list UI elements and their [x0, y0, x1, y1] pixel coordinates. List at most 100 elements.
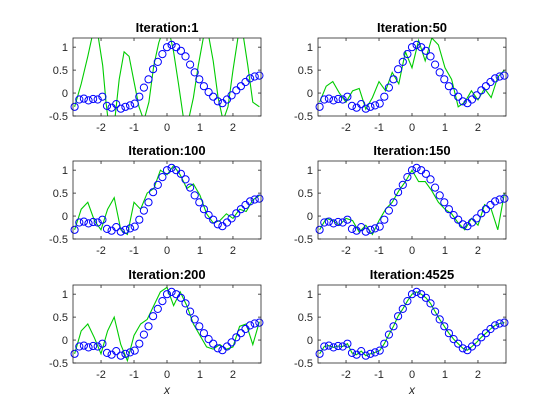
y-tick-label: -0.5 [294, 111, 313, 123]
data-point [70, 102, 79, 111]
subplot-2: Iteration:50 -2 -1 0 1 2 -0.5 0 0.5 1 [294, 20, 509, 134]
data-point [371, 348, 380, 357]
data-point [153, 180, 162, 189]
data-point [440, 198, 449, 207]
y-tick-label: 0 [62, 335, 68, 347]
data-point [130, 99, 139, 108]
data-point [246, 321, 255, 330]
data-point [75, 218, 84, 227]
y-tick-label: -0.5 [49, 358, 68, 370]
data-point [89, 217, 98, 227]
data-point [389, 322, 398, 331]
x-tick-label: 0 [164, 369, 170, 381]
data-point [153, 57, 162, 67]
data-point [431, 60, 440, 69]
x-tick-label: -1 [129, 245, 139, 257]
data-point [338, 342, 347, 351]
data-point [495, 319, 504, 328]
x-tick-label: 1 [442, 369, 448, 381]
data-point [449, 335, 458, 344]
data-point [209, 339, 218, 348]
data-point [431, 183, 440, 192]
data-point [232, 86, 241, 95]
data-point [158, 297, 167, 306]
data-point [398, 304, 407, 313]
data-point [454, 215, 463, 224]
data-point [481, 82, 490, 91]
data-point [334, 217, 343, 227]
data-point [394, 65, 403, 74]
x-tick-label: 1 [442, 122, 448, 134]
data-point [343, 215, 352, 224]
data-point [153, 304, 162, 313]
data-point [116, 351, 125, 360]
data-point [329, 219, 338, 228]
data-point [116, 104, 125, 113]
data-point [98, 92, 107, 101]
data-point [366, 102, 375, 111]
data-point [495, 72, 504, 81]
data-point [454, 92, 463, 101]
data-point [222, 218, 232, 227]
data-point [435, 191, 444, 200]
data-point [347, 348, 357, 357]
data-point [495, 195, 504, 204]
data-point [139, 206, 148, 215]
panel-title: Iteration:50 [377, 20, 447, 35]
subplot-4: Iteration:150 -2 -1 0 1 2 -0.5 0 0.5 1 [294, 143, 509, 257]
data-point [491, 197, 500, 206]
data-point [75, 342, 84, 351]
x-axis-label: x [408, 383, 416, 397]
data-point [412, 287, 421, 296]
y-tick-label: 0 [307, 88, 313, 100]
panel-title: Iteration:150 [373, 143, 450, 158]
data-point [93, 342, 102, 351]
data-point [195, 75, 204, 84]
data-point [454, 339, 463, 348]
y-tick-label: 0.5 [298, 312, 313, 324]
data-point [102, 224, 112, 233]
y-tick-label: -0.5 [49, 234, 68, 246]
data-point [121, 225, 130, 234]
y-tick-label: -0.5 [294, 358, 313, 370]
data-point [236, 205, 245, 214]
x-tick-label: 0 [164, 122, 170, 134]
data-point [236, 329, 245, 338]
data-point [343, 92, 352, 101]
data-point [421, 169, 430, 178]
plot-area [73, 38, 261, 116]
subplot-3: Iteration:100 -2 -1 0 1 2 -0.5 0 0.5 1 [49, 143, 264, 257]
data-point [149, 188, 158, 197]
data-point [139, 330, 148, 339]
fit-curve [74, 164, 260, 236]
data-point [426, 299, 435, 308]
data-point [435, 68, 444, 77]
data-point [347, 224, 357, 233]
data-point [199, 82, 208, 91]
data-point [162, 43, 172, 52]
data-point [389, 198, 398, 207]
data-point [213, 344, 222, 353]
plot-area [73, 161, 261, 239]
data-point [380, 92, 389, 101]
series-group [74, 38, 260, 116]
data-point [380, 215, 389, 224]
data-point [255, 318, 264, 327]
data-point [426, 52, 435, 61]
fit-curve [74, 38, 260, 116]
data-point [84, 219, 93, 228]
data-point [357, 223, 366, 232]
data-point [232, 333, 241, 342]
x-tick-label: 0 [164, 245, 170, 257]
data-point [320, 218, 329, 227]
x-tick-label: 2 [475, 245, 481, 257]
y-tick-label: 1 [62, 289, 68, 301]
data-point [361, 227, 370, 236]
data-point [112, 223, 121, 232]
x-tick-label: 2 [475, 369, 481, 381]
data-point [167, 287, 176, 296]
data-point [347, 101, 357, 111]
x-tick-label: -1 [374, 122, 384, 134]
data-point [324, 217, 333, 226]
data-point [121, 349, 130, 358]
